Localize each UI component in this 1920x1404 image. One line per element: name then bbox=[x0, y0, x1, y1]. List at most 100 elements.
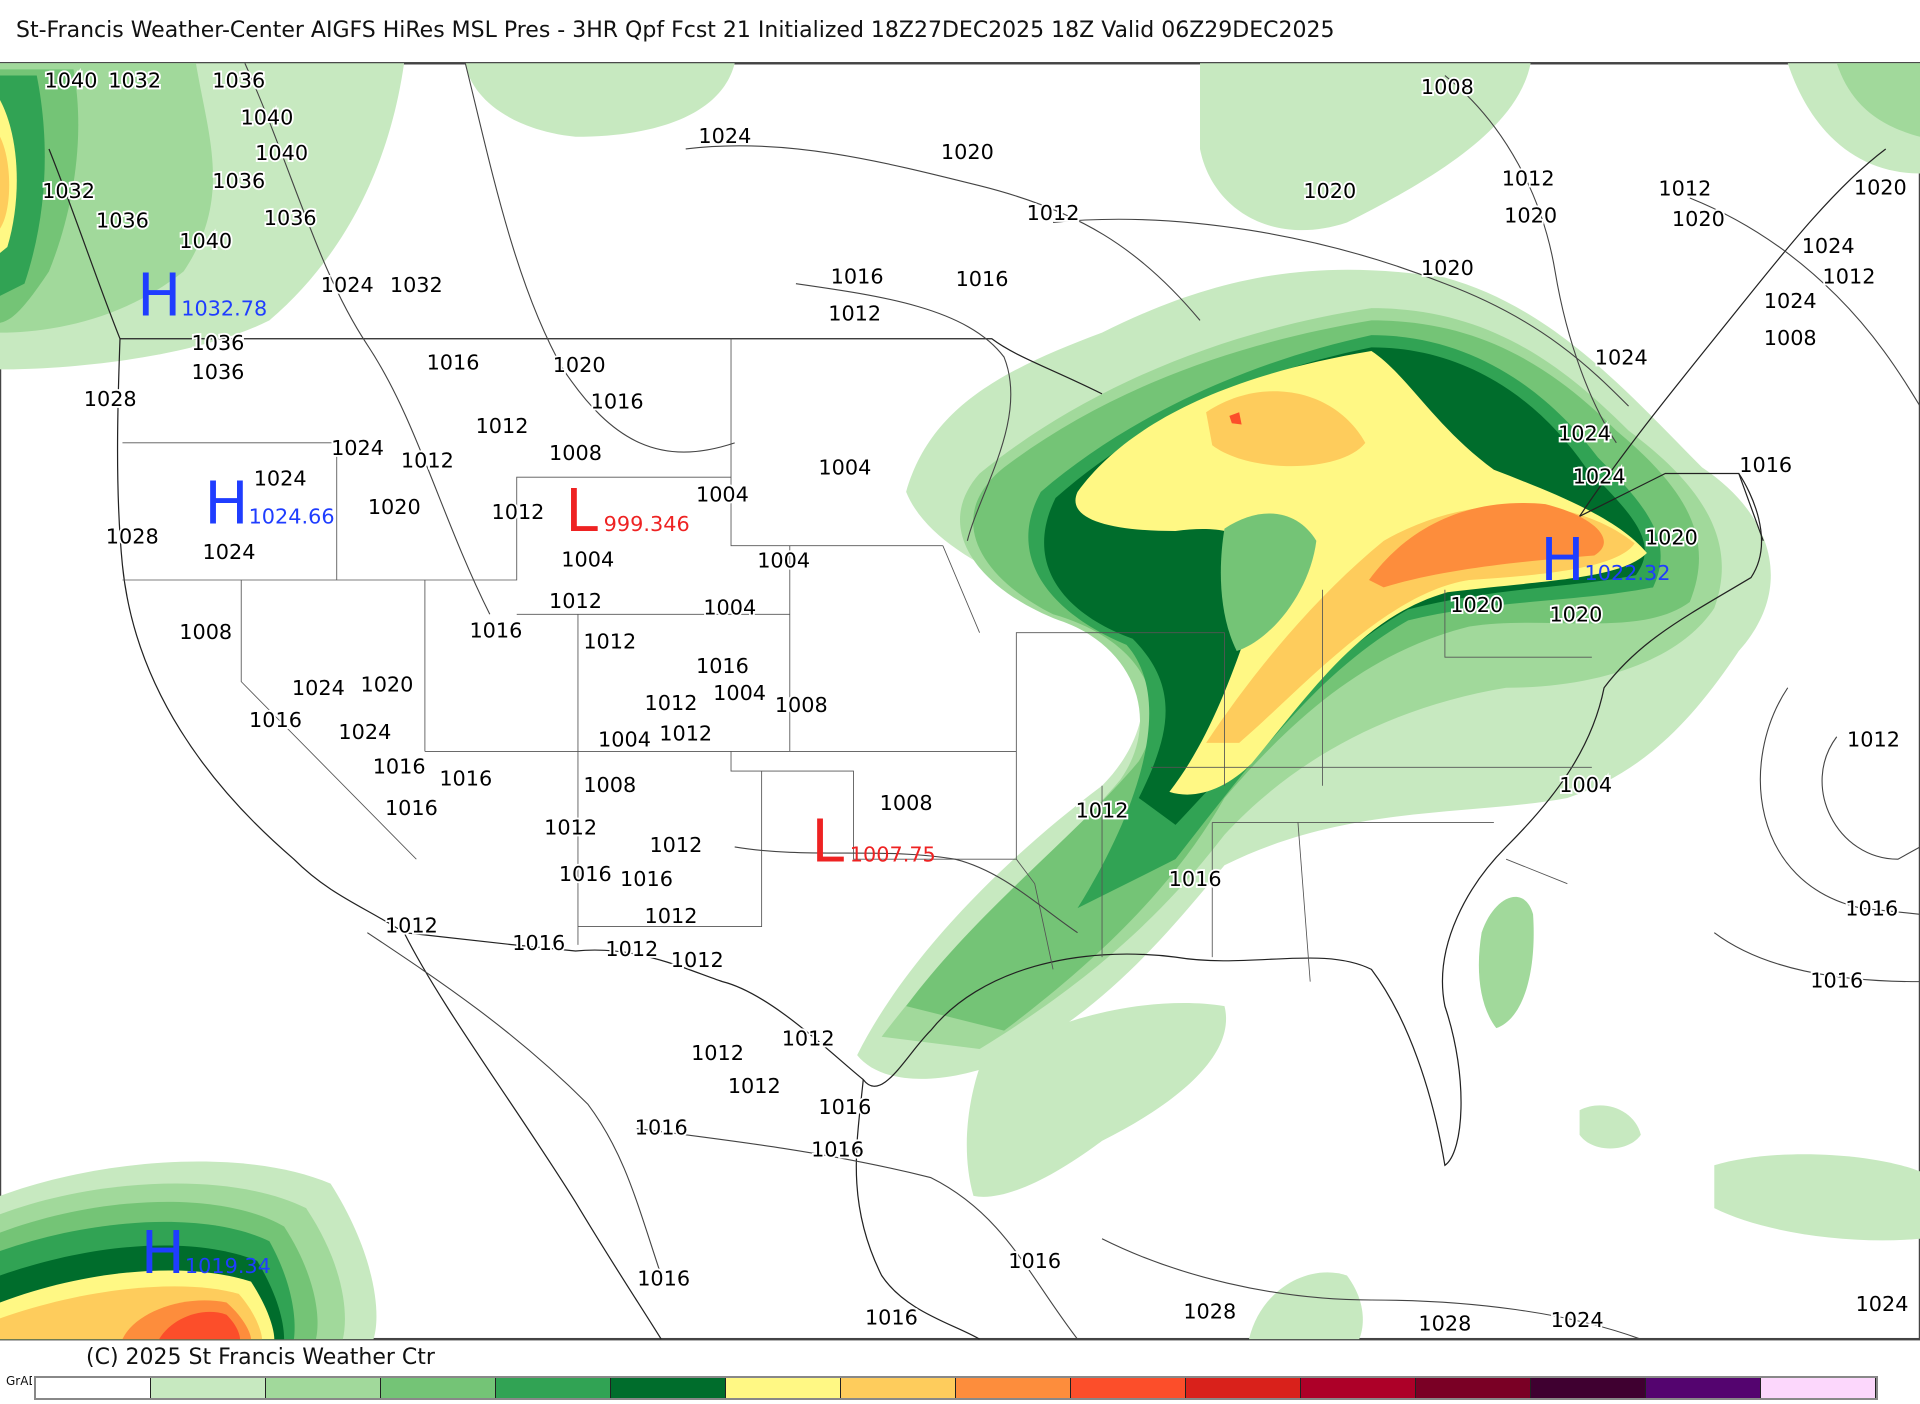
isobar-label: 1016 bbox=[1008, 1249, 1061, 1273]
isobar-label: 1028 bbox=[1183, 1299, 1236, 1323]
isobar-label: 1012 bbox=[1658, 177, 1711, 201]
pressure-center-letter: H bbox=[141, 1218, 185, 1287]
isobar-label: 1032 bbox=[390, 273, 443, 297]
colorbar-swatch bbox=[1531, 1378, 1646, 1398]
isobar-label: 1036 bbox=[191, 360, 244, 384]
isobar-label: 1016 bbox=[620, 867, 673, 891]
pressure-center-value: 1019.34 bbox=[185, 1254, 271, 1278]
isobar-label: 1020 bbox=[1645, 525, 1698, 549]
isobar bbox=[1444, 75, 1617, 444]
pressure-center-letter: L bbox=[811, 807, 844, 876]
isobar-label: 1024 bbox=[1573, 464, 1626, 488]
isobar-label: 1008 bbox=[1764, 326, 1817, 350]
isobar-label: 1020 bbox=[1421, 256, 1474, 280]
isobar bbox=[795, 283, 1012, 541]
isobar-label: 1016 bbox=[1810, 969, 1863, 993]
isobar bbox=[1821, 736, 1920, 860]
isobar-label: 1020 bbox=[360, 672, 413, 696]
isobar-label: 1004 bbox=[598, 728, 651, 752]
precip-area bbox=[1368, 502, 1604, 588]
colorbar-swatch bbox=[496, 1378, 611, 1398]
high-pressure-center: H 1022.32 bbox=[1540, 525, 1670, 594]
isobar-label: 1016 bbox=[635, 1116, 688, 1140]
qpf-colorbar bbox=[34, 1376, 1878, 1400]
high-pressure-center: H 1019.34 bbox=[141, 1218, 271, 1287]
isobar-label: 1004 bbox=[818, 456, 871, 480]
isobar-label: 1020 bbox=[368, 495, 421, 519]
isobar-label: 1012 bbox=[1076, 799, 1129, 823]
isobar-labels: 1040 1032 10361040104010321036103610361040… bbox=[40, 67, 1910, 1338]
isobar-label: 1016 bbox=[831, 265, 884, 289]
isobar-label: 1020 bbox=[1303, 179, 1356, 203]
low-pressure-center: L 999.346 bbox=[565, 476, 689, 545]
isobar-label: 1020 bbox=[941, 140, 994, 164]
state-borders bbox=[122, 338, 1592, 982]
isobar-label: 1012 bbox=[1027, 201, 1080, 225]
isobar bbox=[464, 63, 735, 453]
precip-area bbox=[1836, 63, 1920, 137]
precip-area bbox=[1579, 1105, 1641, 1149]
political-borders bbox=[48, 148, 1887, 1340]
colorbar-swatch bbox=[1646, 1378, 1761, 1398]
isobar-label: 1016 bbox=[373, 754, 426, 778]
precip-area bbox=[0, 136, 10, 229]
isobar-label: 1012 bbox=[1502, 167, 1555, 191]
isobar-label: 1016 bbox=[512, 931, 565, 955]
isobar-label: 1020 bbox=[1672, 207, 1725, 231]
isobar-lines bbox=[244, 63, 1920, 1340]
isobar-label: 1004 bbox=[696, 483, 749, 507]
isobar-label: 1024 bbox=[1595, 345, 1648, 369]
precip-area bbox=[1200, 63, 1531, 231]
isobar-label: 1024 bbox=[698, 124, 751, 148]
pressure-center-value: 1007.75 bbox=[850, 843, 936, 867]
state-line bbox=[122, 338, 1592, 982]
canada-coast bbox=[48, 148, 1887, 517]
isobar bbox=[367, 932, 662, 1276]
isobar-label: 1024 bbox=[331, 436, 384, 460]
isobar-label: 1024 bbox=[321, 273, 374, 297]
isobar-label: 1012 bbox=[491, 500, 544, 524]
map-title: St-Francis Weather-Center AIGFS HiRes MS… bbox=[16, 18, 1335, 43]
isobar bbox=[734, 846, 1078, 934]
colorbar-swatch bbox=[1761, 1378, 1876, 1398]
isobar-label: 1020 bbox=[1549, 603, 1602, 627]
isobar-label: 1012 bbox=[645, 691, 698, 715]
isobar-label: 1012 bbox=[649, 833, 702, 857]
us-coastline bbox=[116, 338, 1762, 1167]
colorbar-swatch bbox=[956, 1378, 1071, 1398]
isobar-label: 1020 bbox=[1450, 593, 1503, 617]
isobar-label: 1016 bbox=[249, 708, 302, 732]
precip-area bbox=[1206, 505, 1635, 743]
isobar-label: 1012 bbox=[691, 1041, 744, 1065]
isobar-label: 1028 bbox=[106, 524, 159, 548]
isobar-label: 1012 bbox=[544, 816, 597, 840]
isobar-label: 1036 bbox=[264, 206, 317, 230]
isobar-label: 1012 bbox=[1847, 728, 1900, 752]
pressure-center-value: 1022.32 bbox=[1584, 561, 1670, 585]
isobar-label: 1004 bbox=[1559, 773, 1612, 797]
colorbar-swatch bbox=[151, 1378, 266, 1398]
low-pressure-center: L 1007.75 bbox=[811, 807, 935, 876]
isobar-label: 1032 bbox=[42, 179, 95, 203]
isobar-label: 1012 bbox=[659, 721, 712, 745]
isobar-label: 1012 bbox=[476, 414, 529, 438]
isobar-label: 1024 bbox=[203, 540, 256, 564]
isobar-label: 1028 bbox=[1418, 1312, 1471, 1336]
isobar-label: 1004 bbox=[713, 681, 766, 705]
isobar bbox=[1713, 932, 1920, 983]
isobar-label: 1036 bbox=[96, 208, 149, 232]
isobar-label: 1012 bbox=[728, 1074, 781, 1098]
isobar bbox=[1053, 218, 1629, 407]
isobar-label: 1040 bbox=[179, 229, 232, 253]
isobar-label: 1012 bbox=[605, 937, 658, 961]
mexico-coast bbox=[403, 932, 980, 1340]
isobar-label: 1020 bbox=[553, 353, 606, 377]
isobar-label: 1016 bbox=[956, 267, 1009, 291]
isobar-label: 1024 bbox=[1764, 289, 1817, 313]
isobar-label: 1016 bbox=[469, 619, 522, 643]
isobar-label: 1016 bbox=[427, 350, 480, 374]
isobar-label: 1016 bbox=[865, 1305, 918, 1329]
colorbar-swatch bbox=[1071, 1378, 1186, 1398]
isobar-label: 1012 bbox=[549, 589, 602, 613]
isobar-label: 1008 bbox=[549, 441, 602, 465]
